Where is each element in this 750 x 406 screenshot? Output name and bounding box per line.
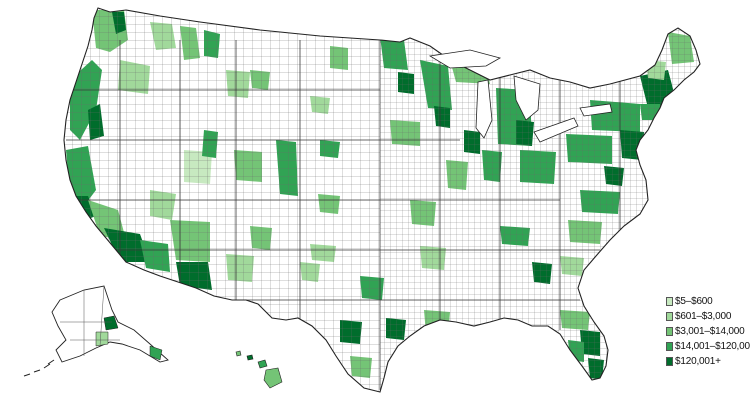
legend-label-2: $601–$3,000 — [675, 311, 732, 322]
legend-swatch-5 — [666, 357, 673, 366]
map-legend: $5–$600 $601–$3,000 $3,001–$14,000 $14,0… — [666, 294, 750, 369]
alaska-county-2 — [95, 331, 109, 347]
lake-michigan — [475, 79, 493, 139]
lake-erie — [533, 117, 579, 143]
lake-ontario — [579, 103, 613, 117]
hawaii-island-oahu — [246, 354, 254, 361]
legend-label-4: $14,001–$120,000 — [675, 341, 750, 352]
hawaii-island-maui — [257, 359, 268, 369]
lake-superior — [428, 49, 502, 69]
alaska-county-1 — [103, 315, 119, 331]
lake-huron — [513, 75, 541, 121]
legend-item-4: $14,001–$120,000 — [666, 339, 750, 354]
legend-swatch-3 — [666, 327, 673, 336]
aleutian-islands — [23, 359, 55, 377]
alaska-county-3 — [149, 345, 163, 361]
legend-label-1: $5–$600 — [675, 296, 713, 307]
legend-item-1: $5–$600 — [666, 294, 750, 309]
legend-item-5: $120,001+ — [666, 354, 750, 369]
legend-label-5: $120,001+ — [675, 356, 721, 367]
alaska-boundaries — [60, 285, 120, 356]
hawaii-inset — [235, 350, 283, 389]
legend-item-3: $3,001–$14,000 — [666, 324, 750, 339]
alaska-inset — [23, 285, 169, 377]
county-boundaries — [64, 8, 700, 392]
legend-swatch-2 — [666, 312, 673, 321]
legend-swatch-4 — [666, 342, 673, 351]
great-lakes — [428, 49, 613, 143]
legend-label-3: $3,001–$14,000 — [675, 326, 745, 337]
hawaii-island-big-island — [263, 367, 283, 389]
legend-item-2: $601–$3,000 — [666, 309, 750, 324]
hawaii-island-kauai — [235, 350, 242, 357]
legend-swatch-1 — [666, 297, 673, 306]
